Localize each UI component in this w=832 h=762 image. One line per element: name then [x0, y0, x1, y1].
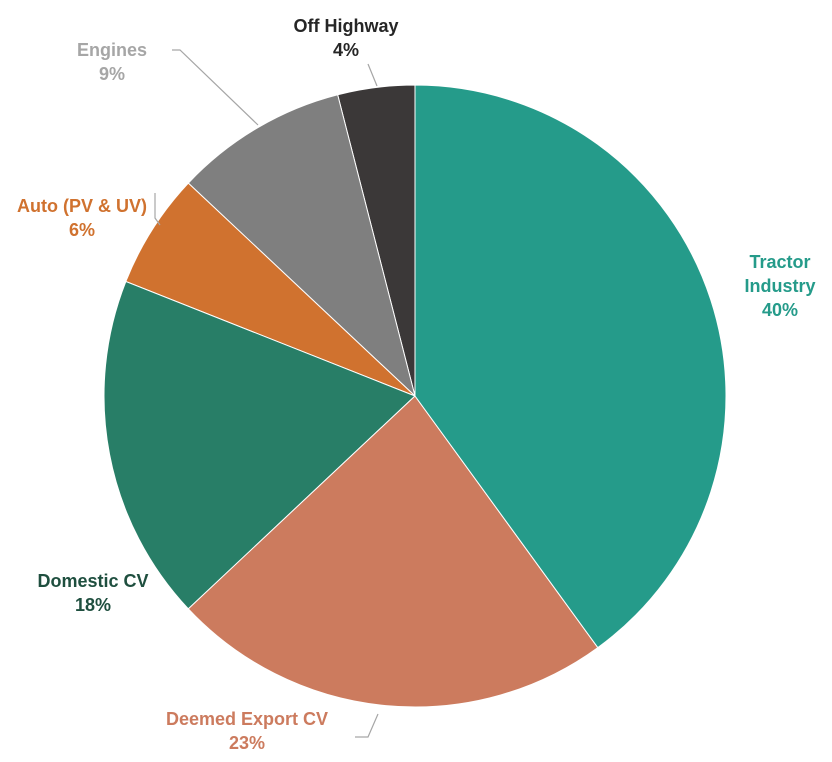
pie-slice [103, 280, 416, 610]
value-label: 18% [74, 595, 112, 615]
category-label: Domestic CV [37, 571, 149, 591]
data-label: Auto (PV & UV) 6% [17, 194, 147, 242]
leader-line [172, 49, 259, 126]
pie-slice [187, 94, 416, 398]
category-label: Engines [76, 40, 147, 60]
data-label: Domestic CV 18% [13, 569, 173, 617]
leader-line [367, 63, 378, 87]
pie-slice [187, 395, 599, 708]
leader-line [154, 193, 161, 226]
value-label: 40% [761, 300, 799, 320]
value-label: 9% [98, 64, 125, 84]
leader-line [355, 713, 379, 738]
pie-slice [414, 84, 727, 649]
data-label: Tractor Industry 40% [725, 250, 832, 322]
data-label: Engines 9% [52, 38, 172, 86]
value-label: 23% [228, 733, 266, 753]
category-label: Deemed Export CV [165, 709, 329, 729]
value-label: 4% [332, 40, 359, 60]
data-label: Off Highway 4% [266, 14, 426, 62]
category-label: Off Highway [293, 16, 399, 36]
leader-lines [154, 49, 379, 738]
data-label: Deemed Export CV 23% [117, 707, 377, 755]
category-label: Tractor Industry [744, 252, 816, 296]
category-label: Auto (PV & UV) [17, 196, 147, 216]
value-label: 6% [68, 220, 95, 240]
